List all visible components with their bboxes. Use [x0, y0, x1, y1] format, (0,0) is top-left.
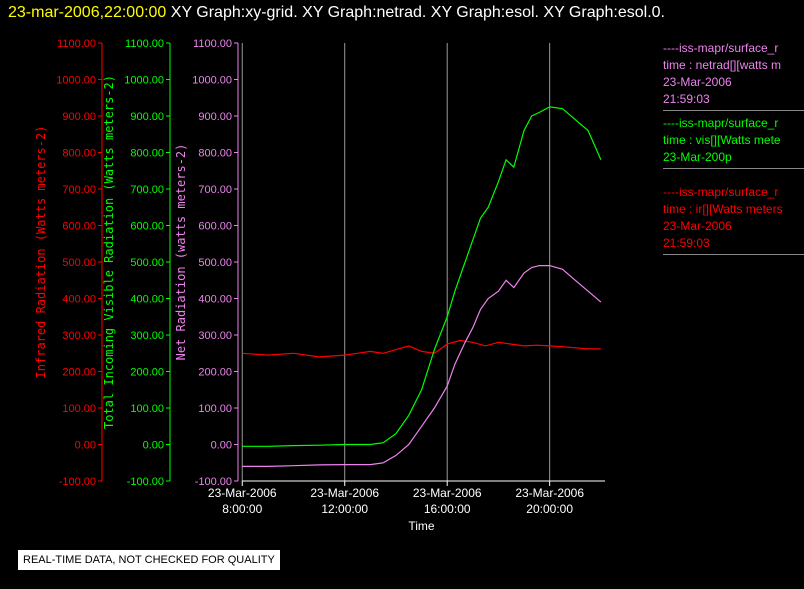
x-tick-label: 12:00:00	[321, 502, 368, 516]
y-tick-label: 100.00	[130, 403, 164, 415]
x-tick-label: 23-Mar-2006	[413, 486, 482, 500]
legend-line: 21:59:03	[663, 236, 710, 250]
y-tick-label: 100.00	[62, 403, 96, 415]
x-axis-label: Time	[408, 519, 435, 533]
y-tick-label: 400.00	[130, 294, 164, 306]
y-tick-label: 500.00	[130, 257, 164, 269]
y-tick-label: 500.00	[198, 257, 232, 269]
y-tick-label: 100.00	[198, 403, 232, 415]
legend-line: 21:59:03	[663, 92, 710, 106]
x-tick-label: 23-Mar-2006	[310, 486, 379, 500]
y-tick-label: 800.00	[198, 148, 232, 160]
x-tick-label: 16:00:00	[424, 502, 471, 516]
x-tick-label: 8:00:00	[222, 502, 262, 516]
y-tick-label: 200.00	[62, 367, 96, 379]
y-tick-label: 400.00	[198, 294, 232, 306]
y-tick-label: 400.00	[62, 294, 96, 306]
y-tick-label: 700.00	[198, 184, 232, 196]
graph-titles: XY Graph:xy-grid. XY Graph:netrad. XY Gr…	[170, 4, 665, 21]
legend-line: time : netrad[][watts m	[663, 58, 782, 72]
legend-line: 23-Mar-2006	[663, 75, 732, 89]
infrared-series-line	[242, 339, 601, 358]
net-radiation-series-line	[242, 265, 602, 467]
legend-separator	[663, 254, 804, 255]
legend-line: 23-Mar-2006	[663, 219, 732, 233]
y-tick-label: 900.00	[198, 111, 232, 123]
legend-line: ----iss-mapr/surface_r	[663, 185, 779, 199]
y-tick-label: 900.00	[62, 111, 96, 123]
y-tick-label: 600.00	[62, 221, 96, 233]
y-tick-label: 1100.00	[125, 38, 164, 50]
y-tick-label: 1000.00	[192, 75, 232, 87]
legend-line: time : vis[][Watts mete	[663, 133, 781, 147]
legend-line: ----iss-mapr/surface_r	[663, 116, 779, 130]
y-tick-label: 600.00	[198, 221, 232, 233]
y-tick-label: 0.00	[211, 440, 232, 452]
y-tick-label: 300.00	[130, 330, 164, 342]
y-tick-label: 0.00	[143, 440, 164, 452]
legend-separator	[663, 110, 804, 111]
y-tick-label: 700.00	[62, 184, 96, 196]
quality-banner: REAL-TIME DATA, NOT CHECKED FOR QUALITY	[18, 550, 280, 570]
y-tick-label: 900.00	[130, 111, 164, 123]
legend-line: ----iss-mapr/surface_r	[663, 41, 779, 55]
legend-line: time : ir[][Watts meters	[663, 202, 783, 216]
y-tick-label: 500.00	[62, 257, 96, 269]
x-tick-label: 20:00:00	[526, 502, 573, 516]
legend-line: 23-Mar-200p	[663, 150, 732, 164]
y-tick-label: 700.00	[130, 184, 164, 196]
y-tick-label: 600.00	[130, 221, 164, 233]
y-tick-label: 200.00	[130, 367, 164, 379]
y-tick-label: 1000.00	[124, 75, 164, 87]
y-axis-label: Infrared Radiation (Watts meters-2)	[34, 126, 48, 379]
y-tick-label: -100.00	[59, 476, 96, 488]
y-axis-label: Total Incoming Visible Radiation (Watts …	[102, 75, 116, 429]
y-tick-label: 0.00	[75, 440, 96, 452]
y-tick-label: 300.00	[198, 330, 232, 342]
y-tick-label: 800.00	[130, 148, 164, 160]
y-tick-label: 1000.00	[56, 75, 96, 87]
y-tick-label: -100.00	[195, 476, 232, 488]
graph-header: 23-mar-2006,22:00:00 XY Graph:xy-grid. X…	[0, 1, 804, 25]
legend-separator	[663, 168, 804, 169]
visible-series-line	[242, 106, 602, 447]
x-tick-label: 23-Mar-2006	[515, 486, 584, 500]
y-tick-label: 200.00	[198, 367, 232, 379]
y-tick-label: 1100.00	[57, 38, 96, 50]
y-tick-label: -100.00	[127, 476, 164, 488]
y-tick-label: 1100.00	[193, 38, 232, 50]
y-tick-label: 800.00	[62, 148, 96, 160]
x-tick-label: 23-Mar-2006	[208, 486, 277, 500]
y-axis-label: Net Radiation (watts meters-2)	[174, 144, 188, 361]
y-tick-label: 300.00	[62, 330, 96, 342]
timestamp: 23-mar-2006,22:00:00	[8, 4, 167, 21]
